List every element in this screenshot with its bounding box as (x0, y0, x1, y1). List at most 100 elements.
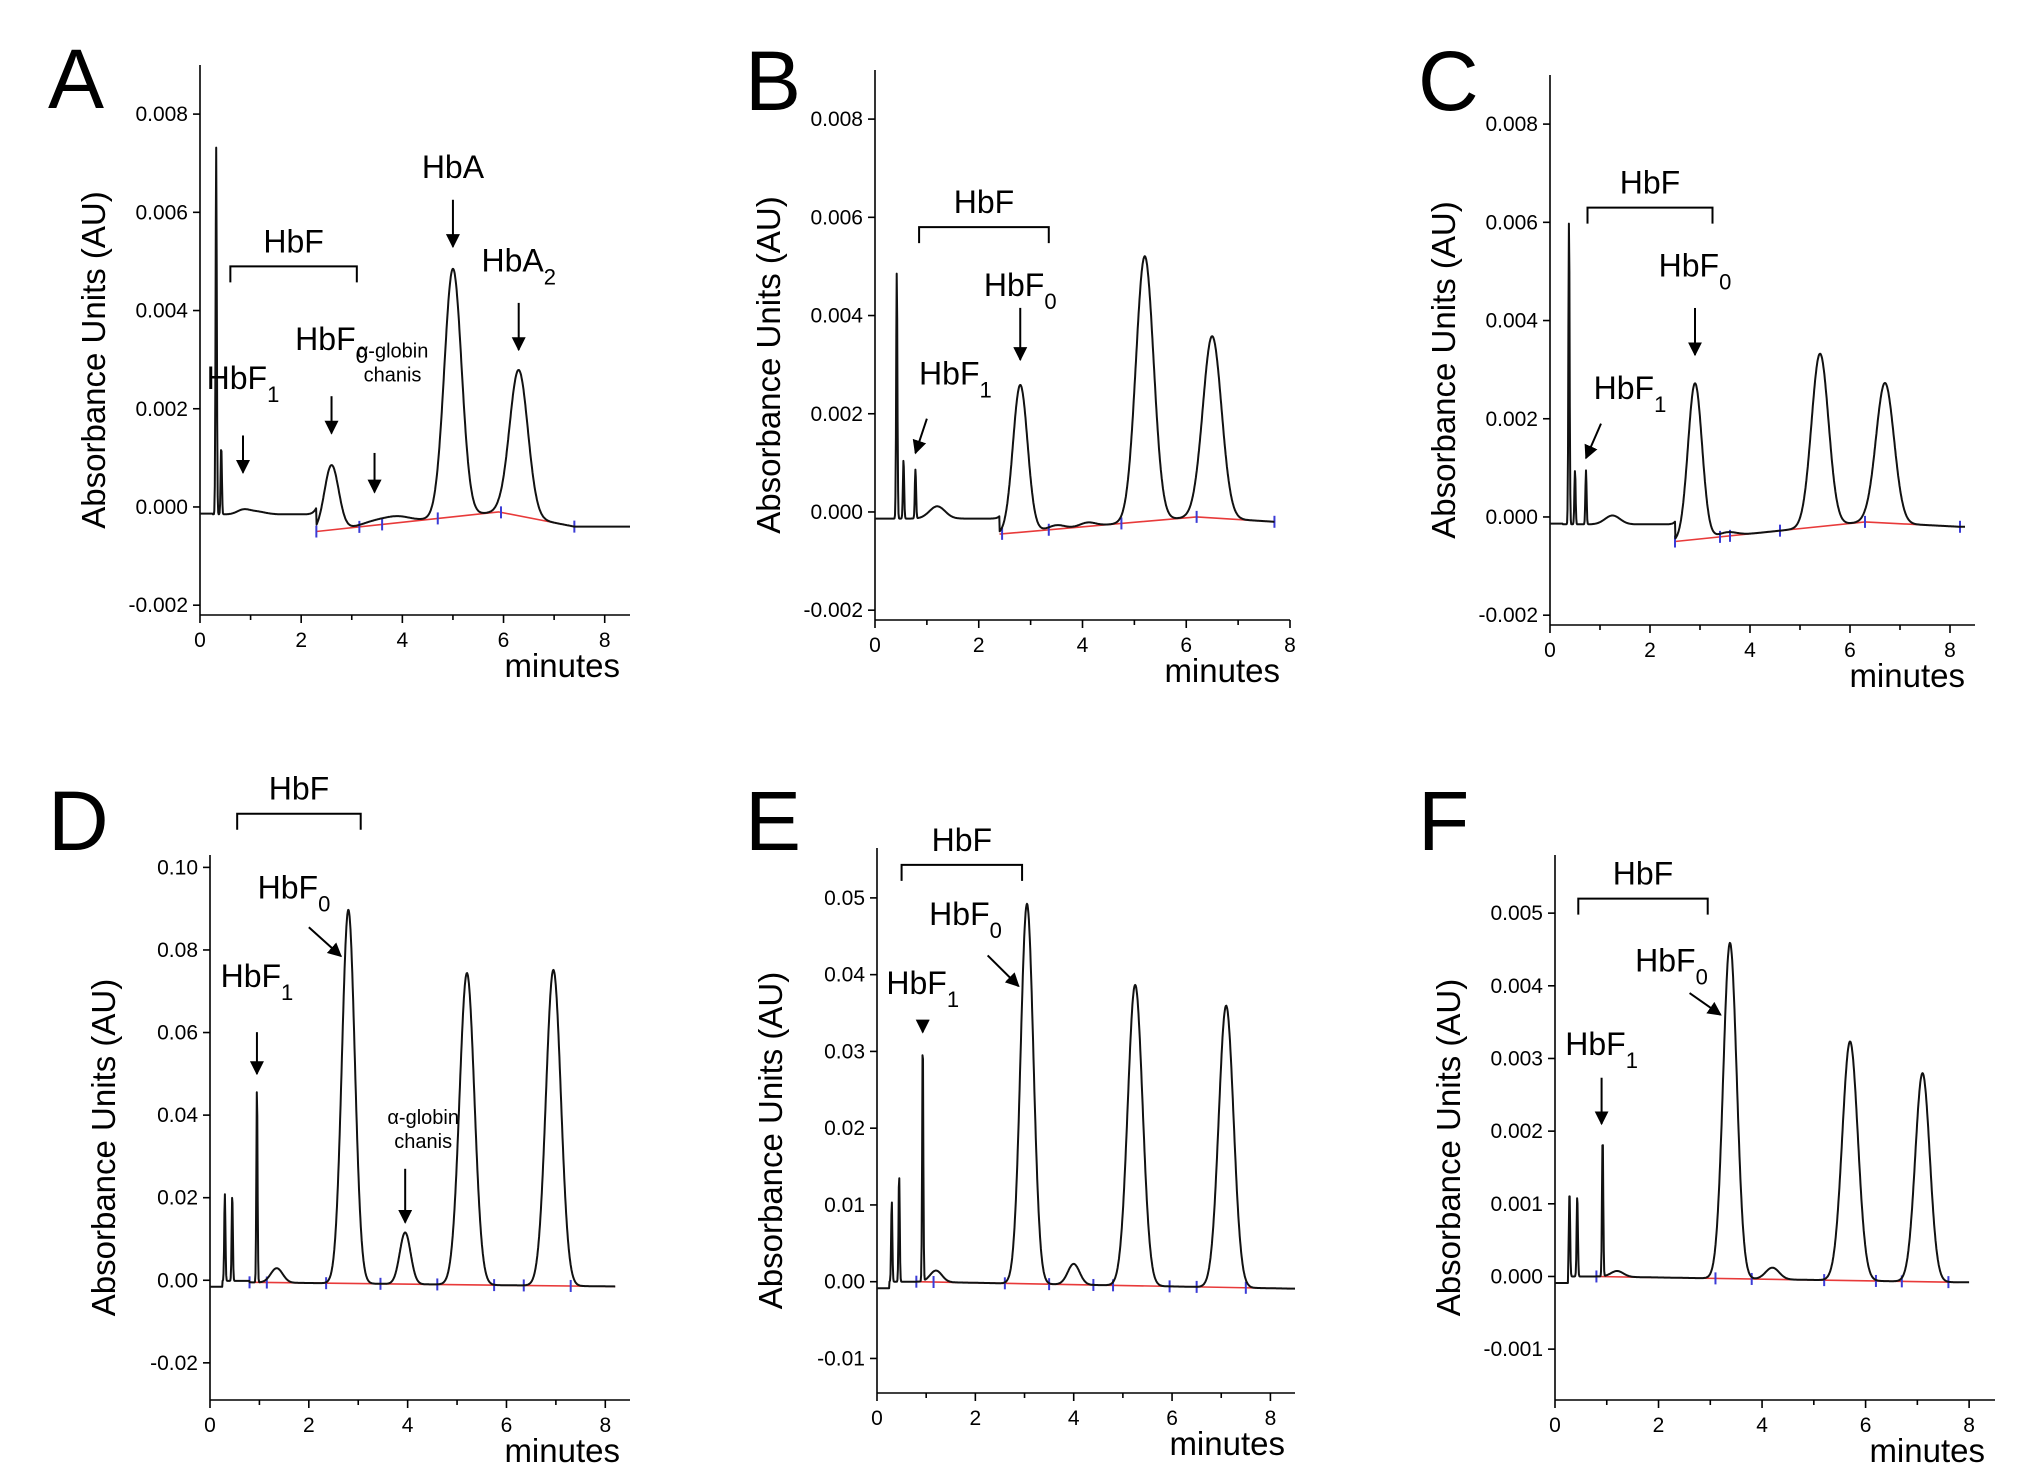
y-tick-label: 0.006 (1485, 211, 1538, 234)
y-tick-label: 0.00 (157, 1269, 198, 1292)
x-axis-label: minutes (1849, 657, 1965, 694)
peak-label: HbF1 (1565, 1026, 1638, 1073)
y-tick-label: 0.004 (810, 305, 863, 328)
x-tick-label: 2 (295, 629, 307, 652)
y-axis-label: Absorbance Units (AU) (750, 196, 787, 533)
x-tick-label: 6 (1844, 639, 1856, 662)
peak-label: HbF0 (929, 896, 1002, 943)
y-tick-label: -0.001 (1483, 1338, 1543, 1361)
annotation-arrow (986, 954, 1020, 988)
hbf-bracket (1577, 897, 1709, 915)
x-tick-label: 0 (871, 1407, 883, 1430)
annotation-arrow (1689, 992, 1722, 1016)
x-tick-label: 6 (498, 629, 510, 652)
x-tick-label: 8 (1963, 1414, 1975, 1437)
chromatogram-trace (1554, 941, 1970, 1284)
peak-label: HbF1 (221, 958, 294, 1005)
panel-a: A -0.002 0.000 0.002 0.004 0.006 0.008 0 2 4 6 8 Abs… (48, 32, 631, 684)
panel-letter: F (1418, 774, 1469, 868)
x-tick-label: 6 (1860, 1414, 1872, 1437)
x-axis-label: minutes (1169, 1425, 1285, 1462)
x-tick-label: 0 (204, 1414, 216, 1437)
panel-f: F -0.001 0.000 0.001 0.002 0.003 0.004 0.005 0 2 4… (1418, 774, 1995, 1469)
y-tick-label: 0.003 (1490, 1047, 1543, 1070)
y-tick-label: 0.002 (810, 403, 863, 426)
x-tick-label: 4 (1756, 1414, 1768, 1437)
panel-letter: E (745, 774, 801, 868)
x-tick-label: 0 (1544, 639, 1556, 662)
alpha-globin-label: α-globin (357, 340, 429, 362)
x-tick-label: 4 (402, 1414, 414, 1437)
y-tick-label: 0.006 (810, 206, 863, 229)
x-tick-label: 0 (194, 629, 206, 652)
x-tick-label: 0 (869, 634, 881, 657)
bracket-label: HbF (954, 184, 1014, 220)
x-tick-label: 4 (1068, 1407, 1080, 1430)
y-tick-label: 0.004 (1485, 310, 1538, 333)
bracket-label: HbF (1613, 856, 1673, 892)
y-tick-label: 0.06 (157, 1022, 198, 1045)
hbf-bracket (1586, 206, 1714, 224)
y-tick-label: 0.08 (157, 939, 198, 962)
peak-label: HbF0 (258, 869, 331, 916)
y-tick-label: 0.008 (135, 103, 188, 126)
hbf-bracket (229, 265, 358, 283)
y-tick-label: 0.04 (157, 1104, 198, 1127)
x-tick-label: 6 (501, 1414, 513, 1437)
x-axis-label: minutes (504, 647, 620, 684)
x-tick-label: 8 (599, 1414, 611, 1437)
alpha-globin-label-line2: chanis (364, 364, 422, 386)
x-tick-label: 0 (1549, 1414, 1561, 1437)
peak-label: HbF1 (886, 965, 959, 1012)
bracket-label: HbF (263, 223, 323, 259)
bracket-label: HbF (269, 771, 329, 807)
chromatogram-trace (199, 146, 631, 528)
y-tick-label: 0.02 (157, 1187, 198, 1210)
y-tick-label: 0.000 (810, 501, 863, 524)
x-tick-label: 8 (1265, 1407, 1277, 1430)
y-tick-label: -0.002 (1478, 604, 1538, 627)
y-tick-label: 0.004 (135, 300, 188, 323)
y-tick-label: 0.002 (1485, 408, 1538, 431)
y-tick-label: 0.001 (1490, 1193, 1543, 1216)
x-axis-label: minutes (504, 1432, 620, 1469)
alpha-globin-label-line2: chanis (394, 1131, 452, 1153)
y-tick-label: -0.01 (817, 1347, 865, 1370)
x-tick-label: 2 (303, 1414, 315, 1437)
x-tick-label: 8 (1944, 639, 1956, 662)
y-tick-label: 0.03 (824, 1040, 865, 1063)
annotation-arrow (912, 418, 928, 455)
annotation-arrow (308, 926, 342, 958)
integration-baseline (999, 516, 1275, 535)
y-tick-label: 0.008 (1485, 113, 1538, 136)
x-tick-label: 4 (1077, 634, 1089, 657)
x-tick-label: 2 (973, 634, 985, 657)
integration-baseline (316, 511, 575, 533)
peak-label: HbA (422, 149, 485, 185)
hbf-bracket (918, 226, 1050, 244)
x-tick-label: 8 (1284, 634, 1296, 657)
x-tick-label: 4 (397, 629, 409, 652)
y-tick-label: 0.10 (157, 856, 198, 879)
x-tick-label: 2 (1653, 1414, 1665, 1437)
bracket-label: HbF (932, 822, 992, 858)
y-tick-label: -0.02 (150, 1352, 198, 1375)
y-tick-label: 0.002 (135, 398, 188, 421)
bracket-label: HbF (1620, 165, 1680, 201)
panel-letter: B (745, 34, 801, 128)
y-tick-label: 0.006 (135, 201, 188, 224)
peak-label: HbF1 (1594, 370, 1667, 417)
y-tick-label: 0.002 (1490, 1120, 1543, 1143)
chromatogram-trace (1549, 222, 1966, 540)
y-tick-label: 0.005 (1490, 902, 1543, 925)
y-tick-label: 0.05 (824, 887, 865, 910)
peak-label: HbF1 (919, 355, 992, 402)
chromatogram-trace (209, 908, 616, 1288)
y-tick-label: 0.00 (824, 1271, 865, 1294)
y-tick-label: 0.01 (824, 1194, 865, 1217)
peak-label: HbF0 (984, 267, 1057, 314)
peak-label: HbA2 (481, 242, 556, 289)
y-tick-label: 0.008 (810, 108, 863, 131)
y-axis-label: Absorbance Units (AU) (1425, 201, 1462, 538)
